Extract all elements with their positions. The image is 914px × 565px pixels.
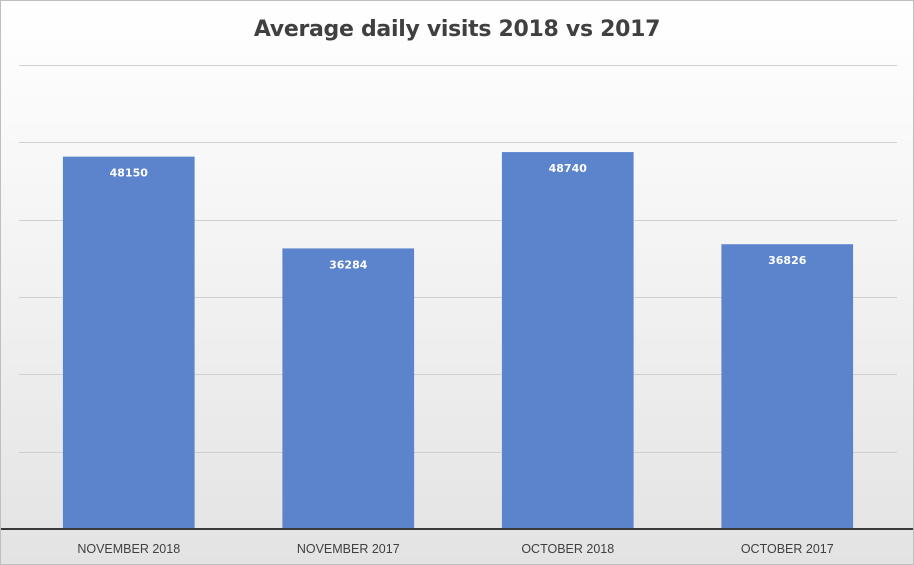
data-label: 36284 [329, 258, 368, 271]
bar [721, 244, 854, 529]
data-label: 48150 [110, 167, 149, 180]
chart-title: Average daily visits 2018 vs 2017 [253, 17, 661, 42]
data-label: 48740 [549, 162, 588, 175]
bar [62, 156, 195, 529]
x-tick-label: OCTOBER 2017 [741, 542, 834, 556]
x-tick-label: NOVEMBER 2018 [77, 542, 180, 556]
bar [282, 248, 415, 529]
data-label: 36826 [768, 254, 807, 267]
bar [501, 152, 634, 529]
x-tick-label: OCTOBER 2018 [521, 542, 614, 556]
x-tick-label: NOVEMBER 2017 [297, 542, 400, 556]
